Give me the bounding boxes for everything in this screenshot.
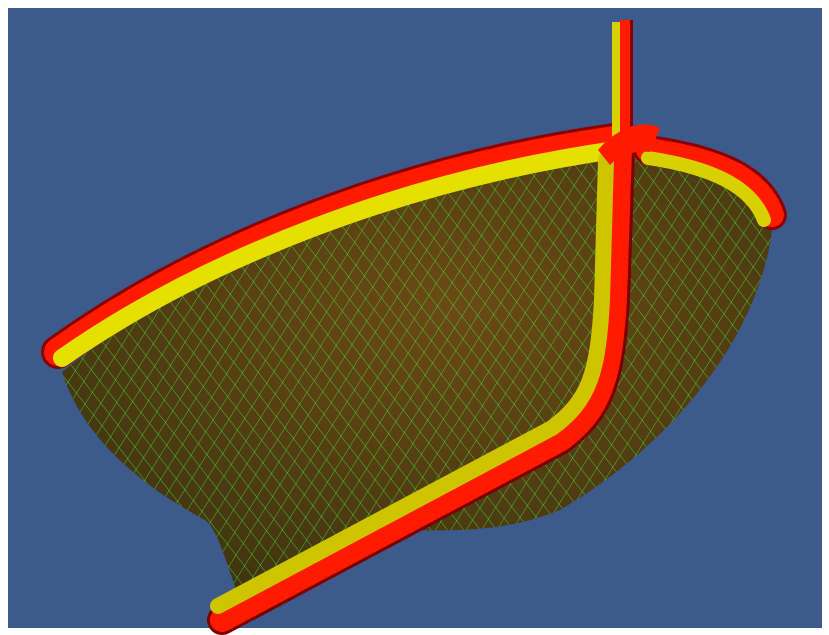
- hull: [62, 150, 772, 600]
- stem-post: [598, 20, 660, 165]
- keel-stem: [207, 135, 635, 635]
- gunwale: [41, 123, 787, 369]
